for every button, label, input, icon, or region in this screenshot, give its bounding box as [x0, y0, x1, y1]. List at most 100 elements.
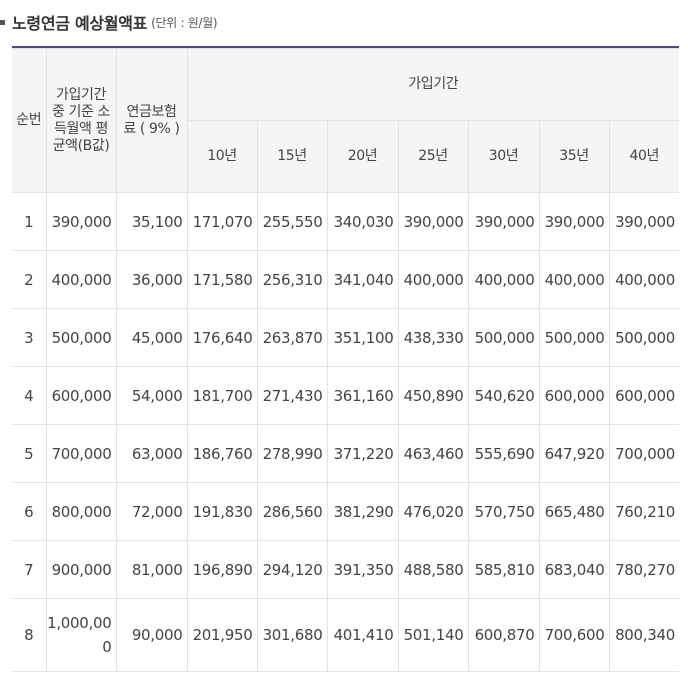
- income-cell: 500,000: [45, 308, 117, 367]
- table-row: 2 400,000 36,000 171,580 256,310 341,040 400,0…: [12, 250, 679, 309]
- pension-value-cell: 301,680: [256, 598, 328, 672]
- premium-cell: 63,000: [115, 424, 188, 483]
- pension-value-cell: 371,220: [326, 424, 399, 483]
- pension-value-cell: 255,550: [256, 192, 328, 251]
- table-body: 1 390,000 35,100 171,070 255,550 340,030 390,0…: [12, 192, 679, 672]
- row-number-cell: 8: [12, 598, 47, 672]
- premium-cell: 54,000: [115, 366, 188, 425]
- income-cell: 400,000: [45, 250, 117, 309]
- table-heading: 노령연금 예상월액표 (단위 : 원/월): [0, 10, 218, 34]
- pension-value-cell: 500,000: [467, 308, 540, 367]
- pension-value-cell: 271,430: [256, 366, 328, 425]
- pension-value-cell: 340,030: [326, 192, 399, 251]
- pension-value-cell: 361,160: [326, 366, 399, 425]
- pension-value-cell: 401,410: [326, 598, 399, 672]
- pension-value-cell: 390,000: [608, 192, 679, 251]
- pension-value-cell: 256,310: [256, 250, 328, 309]
- row-number-cell: 6: [12, 482, 47, 541]
- row-number-cell: 4: [12, 366, 47, 425]
- premium-cell: 36,000: [115, 250, 188, 309]
- pension-value-cell: 391,350: [326, 540, 399, 599]
- pension-value-cell: 780,270: [608, 540, 679, 599]
- table-row: 6 800,000 72,000 191,830 286,560 381,290 476,0…: [12, 482, 679, 541]
- unit-note: (단위 : 원/월): [151, 15, 218, 30]
- row-number-cell: 7: [12, 540, 47, 599]
- row-number-cell: 2: [12, 250, 47, 309]
- pension-value-cell: 476,020: [397, 482, 469, 541]
- pension-value-cell: 351,100: [326, 308, 399, 367]
- pension-value-cell: 540,620: [467, 366, 540, 425]
- premium-cell: 45,000: [115, 308, 188, 367]
- pension-value-cell: 647,920: [538, 424, 610, 483]
- income-cell: 800,000: [45, 482, 117, 541]
- income-cell: 700,000: [45, 424, 117, 483]
- pension-value-cell: 500,000: [538, 308, 610, 367]
- header-year: 30년: [467, 120, 540, 193]
- pension-value-cell: 600,000: [538, 366, 610, 425]
- income-cell: 390,000: [45, 192, 117, 251]
- table-row: 3 500,000 45,000 176,640 263,870 351,100 438,3…: [12, 308, 679, 367]
- table-row: 7 900,000 81,000 196,890 294,120 391,350 488,5…: [12, 540, 679, 599]
- pension-estimate-table: 순번 가입기간 중 기준 소득월액 평균액(B값) 연금보험료 ( 9% ) 가…: [12, 48, 679, 672]
- income-cell: 1,000,000: [45, 598, 117, 672]
- income-cell: 900,000: [45, 540, 117, 599]
- row-number-cell: 5: [12, 424, 47, 483]
- pension-value-cell: 683,040: [538, 540, 610, 599]
- pension-value-cell: 400,000: [538, 250, 610, 309]
- header-year: 25년: [397, 120, 469, 193]
- pension-value-cell: 488,580: [397, 540, 469, 599]
- header-year: 40년: [608, 120, 679, 193]
- header-no: 순번: [12, 48, 47, 193]
- pension-value-cell: 294,120: [256, 540, 328, 599]
- header-row-top: 순번 가입기간 중 기준 소득월액 평균액(B값) 연금보험료 ( 9% ) 가…: [12, 48, 679, 193]
- pension-value-cell: 400,000: [608, 250, 679, 309]
- pension-value-cell: 278,990: [256, 424, 328, 483]
- pension-value-cell: 800,340: [608, 598, 679, 672]
- pension-value-cell: 191,830: [186, 482, 258, 541]
- header-row-years: 10년 15년 20년 25년 30년 35년 40년: [12, 120, 679, 193]
- pension-value-cell: 400,000: [467, 250, 540, 309]
- pension-value-cell: 665,480: [538, 482, 610, 541]
- table-row: 4 600,000 54,000 181,700 271,430 361,160 450,8…: [12, 366, 679, 425]
- pension-value-cell: 263,870: [256, 308, 328, 367]
- table-top-border: [12, 46, 679, 48]
- pension-value-cell: 171,070: [186, 192, 258, 251]
- pension-value-cell: 286,560: [256, 482, 328, 541]
- pension-value-cell: 181,700: [186, 366, 258, 425]
- header-year: 35년: [538, 120, 610, 193]
- pension-value-cell: 390,000: [467, 192, 540, 251]
- row-number-cell: 3: [12, 308, 47, 367]
- premium-cell: 81,000: [115, 540, 188, 599]
- pension-value-cell: 700,600: [538, 598, 610, 672]
- pension-value-cell: 438,330: [397, 308, 469, 367]
- pension-value-cell: 341,040: [326, 250, 399, 309]
- pension-value-cell: 760,210: [608, 482, 679, 541]
- table-row: 1 390,000 35,100 171,070 255,550 340,030 390,0…: [12, 192, 679, 251]
- pension-value-cell: 390,000: [538, 192, 610, 251]
- pension-value-cell: 201,950: [186, 598, 258, 672]
- pension-value-cell: 390,000: [397, 192, 469, 251]
- header-income: 가입기간 중 기준 소득월액 평균액(B값): [45, 48, 117, 193]
- pension-value-cell: 585,810: [467, 540, 540, 599]
- pension-value-cell: 171,580: [186, 250, 258, 309]
- pension-value-cell: 600,000: [608, 366, 679, 425]
- square-bullet-icon: [0, 19, 5, 25]
- header-premium: 연금보험료 ( 9% ): [115, 48, 188, 193]
- header-period: 가입기간: [186, 48, 679, 121]
- premium-cell: 90,000: [115, 598, 188, 672]
- pension-value-cell: 450,890: [397, 366, 469, 425]
- pension-value-cell: 600,870: [467, 598, 540, 672]
- pension-value-cell: 186,760: [186, 424, 258, 483]
- row-number-cell: 1: [12, 192, 47, 251]
- pension-value-cell: 570,750: [467, 482, 540, 541]
- header-year: 10년: [187, 120, 258, 193]
- table-title: 노령연금 예상월액표: [12, 14, 148, 33]
- premium-cell: 72,000: [115, 482, 188, 541]
- pension-value-cell: 501,140: [397, 598, 469, 672]
- pension-value-cell: 176,640: [186, 308, 258, 367]
- income-cell: 600,000: [45, 366, 117, 425]
- header-year: 15년: [256, 120, 328, 193]
- pension-value-cell: 555,690: [467, 424, 540, 483]
- pension-value-cell: 400,000: [397, 250, 469, 309]
- pension-value-cell: 381,290: [326, 482, 399, 541]
